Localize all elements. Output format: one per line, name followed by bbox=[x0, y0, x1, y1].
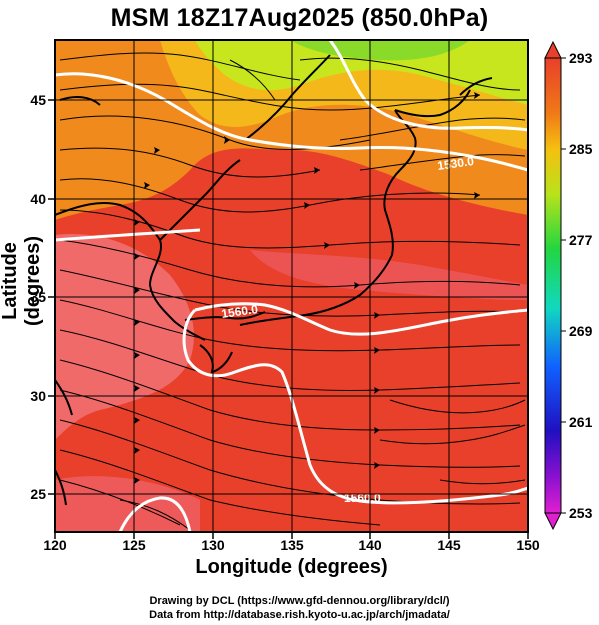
colorbar-top-arrow bbox=[544, 40, 562, 59]
x-axis-label: Longitude (degrees) bbox=[195, 556, 388, 578]
coastlines bbox=[55, 54, 493, 506]
colorbar-tick-label: 269 bbox=[569, 323, 593, 339]
y-tick-label: 35 bbox=[30, 289, 46, 305]
colorbar-tick-label: 293 bbox=[569, 50, 593, 66]
contour-label: 1560.0 bbox=[344, 491, 381, 505]
colorbar-tick-label: 253 bbox=[569, 505, 593, 521]
contour-label: 1530.0 bbox=[436, 154, 475, 173]
credit-data-source: Data from http://database.rish.kyoto-u.a… bbox=[149, 609, 450, 621]
colorbar: 293 285 277 269 261 253 bbox=[544, 40, 593, 531]
x-tick-label: 120 bbox=[43, 537, 67, 553]
y-tick-label: 25 bbox=[30, 486, 46, 502]
colorbar-tick-label: 285 bbox=[569, 141, 593, 157]
grid-lines bbox=[55, 40, 528, 532]
x-tick-label: 145 bbox=[437, 537, 461, 553]
x-tick-marks bbox=[54, 532, 529, 539]
y-tick-label: 30 bbox=[30, 388, 46, 404]
chart-title-overlay: MSM 18Z17Aug2025 (850.0hPa) bbox=[110, 4, 489, 32]
colorbar-gradient bbox=[544, 57, 562, 514]
colorbar-tick-label: 261 bbox=[569, 414, 593, 430]
height-contours bbox=[55, 40, 528, 532]
y-tick-marks bbox=[48, 99, 55, 495]
x-tick-label: 140 bbox=[358, 537, 382, 553]
x-tick-label: 150 bbox=[516, 537, 540, 553]
y-tick-label: 40 bbox=[30, 191, 46, 207]
x-tick-label: 125 bbox=[122, 537, 146, 553]
x-tick-label: 130 bbox=[201, 537, 225, 553]
credit-drawing: Drawing by DCL (https://www.gfd-dennou.o… bbox=[149, 595, 450, 607]
x-tick-label: 135 bbox=[280, 537, 304, 553]
colorbar-bottom-arrow bbox=[544, 512, 562, 531]
contour-label: 1560.0 bbox=[220, 302, 259, 321]
y-axis-label: Latitude (degrees) bbox=[0, 235, 44, 327]
y-tick-label: 45 bbox=[30, 92, 46, 108]
colorbar-tick-label: 277 bbox=[569, 232, 593, 248]
